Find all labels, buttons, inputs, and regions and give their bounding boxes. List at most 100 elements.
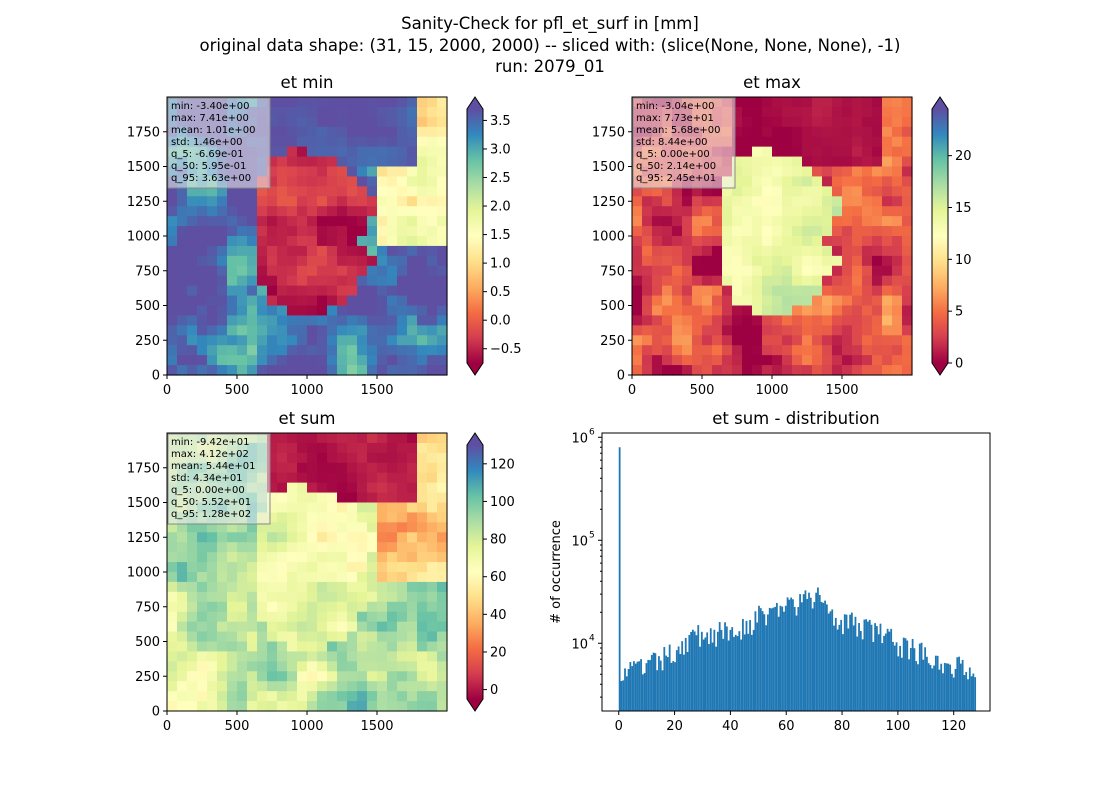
heatmap-cell: [832, 166, 843, 178]
heatmap-cell: [307, 482, 318, 494]
heatmap-cell: [407, 701, 418, 712]
heatmap-cell: [427, 355, 438, 366]
heatmap-cell: [307, 552, 318, 563]
heatmap-cell: [347, 245, 358, 257]
heatmap-cell: [317, 166, 328, 178]
heatmap-cell: [337, 216, 348, 227]
heatmap-cell: [367, 701, 378, 712]
heatmap-cell: [882, 285, 893, 297]
y-tick-label: 10: [571, 534, 588, 549]
histogram-bar: [824, 600, 826, 711]
heatmap-cell: [237, 651, 248, 662]
heatmap-cell: [772, 325, 783, 336]
heatmap-cell: [427, 621, 438, 633]
heatmap-cell: [227, 196, 238, 207]
y-tick-label: 500: [600, 299, 625, 314]
heatmap-cell: [652, 285, 663, 297]
colorbar-tick-label: 2.5: [490, 171, 511, 186]
heatmap-cell: [792, 196, 803, 207]
heatmap-cell: [307, 345, 318, 356]
heatmap-cell: [327, 631, 338, 643]
heatmap-cell: [237, 611, 248, 623]
heatmap-cell: [862, 226, 873, 237]
heatmap-cell: [267, 305, 278, 317]
heatmap-cell: [187, 621, 198, 633]
heatmap-cell: [772, 275, 783, 287]
heatmap-cell: [197, 216, 208, 227]
histogram-bar: [829, 611, 832, 711]
heatmap-cell: [257, 345, 268, 356]
heatmap-cell: [287, 97, 298, 108]
heatmap-cell: [882, 186, 893, 197]
heatmap-cell: [427, 502, 438, 514]
heatmap-cell: [407, 651, 418, 662]
heatmap-cell: [892, 295, 903, 307]
colorbar-tick-label: 100: [490, 495, 515, 510]
heatmap-cell: [652, 335, 663, 346]
heatmap-cell: [187, 552, 198, 563]
heatmap-cell: [267, 226, 278, 237]
heatmap-cell: [742, 305, 753, 317]
colorbar-tick-label: 15: [955, 201, 972, 216]
heatmap-cell: [902, 255, 913, 267]
heatmap-cell: [187, 216, 198, 227]
stats-line: q_50: 5.95e-01: [171, 161, 246, 172]
heatmap-cell: [287, 285, 298, 297]
heatmap-cell: [772, 315, 783, 326]
heatmap-cell: [672, 265, 683, 277]
heatmap-cell: [267, 285, 278, 297]
heatmap-cell: [387, 502, 398, 514]
heatmap-cell: [257, 335, 268, 346]
heatmap-cell: [852, 305, 863, 317]
heatmap-cell: [297, 315, 308, 326]
heatmap-cell: [842, 156, 853, 168]
heatmap-cell: [702, 216, 713, 227]
heatmap-cell: [267, 136, 278, 148]
heatmap-cell: [772, 116, 783, 128]
heatmap-cell: [832, 116, 843, 128]
heatmap-cell: [267, 661, 278, 672]
heatmap-cell: [802, 226, 813, 237]
heatmap-cell: [177, 671, 188, 682]
heatmap-cell: [277, 462, 288, 474]
histogram-bar: [818, 595, 821, 711]
heatmap-cell: [187, 641, 198, 653]
heatmap-cell: [177, 542, 188, 553]
histogram-bar: [831, 609, 834, 711]
heatmap-cell: [257, 701, 268, 712]
heatmap-cell: [337, 156, 348, 168]
heatmap-cell: [367, 245, 378, 257]
heatmap-cell: [702, 236, 713, 247]
heatmap-cell: [187, 562, 198, 573]
heatmap-cell: [832, 206, 843, 217]
heatmap-cell: [437, 315, 448, 326]
heatmap-cell: [287, 472, 298, 484]
heatmap-cell: [662, 226, 673, 237]
heatmap-cell: [257, 552, 268, 563]
y-tick-label: 500: [135, 299, 160, 314]
heatmap-cell: [237, 285, 248, 297]
heatmap-cell: [892, 156, 903, 168]
heatmap-cell: [357, 502, 368, 514]
heatmap-cell: [842, 176, 853, 187]
heatmap-cell: [842, 97, 853, 108]
heatmap-cell: [217, 552, 228, 563]
heatmap-cell: [782, 146, 793, 158]
heatmap-cell: [672, 186, 683, 197]
heatmap-cell: [427, 166, 438, 178]
heatmap-cell: [437, 345, 448, 356]
heatmap-cell: [387, 611, 398, 623]
heatmap-cell: [782, 245, 793, 257]
x-tick-label: 120: [941, 719, 966, 734]
heatmap-cell: [337, 591, 348, 603]
heatmap-cell: [297, 206, 308, 217]
heatmap-cell: [387, 671, 398, 682]
histogram-bar: [954, 669, 957, 711]
heatmap-cell: [662, 315, 673, 326]
heatmap-cell: [347, 532, 358, 543]
stats-line: mean: 1.01e+00: [171, 125, 255, 136]
colorbar-extend-min: [467, 363, 483, 375]
heatmap-cell: [377, 462, 388, 474]
histogram-bar: [876, 626, 878, 711]
heatmap-cell: [417, 97, 428, 108]
